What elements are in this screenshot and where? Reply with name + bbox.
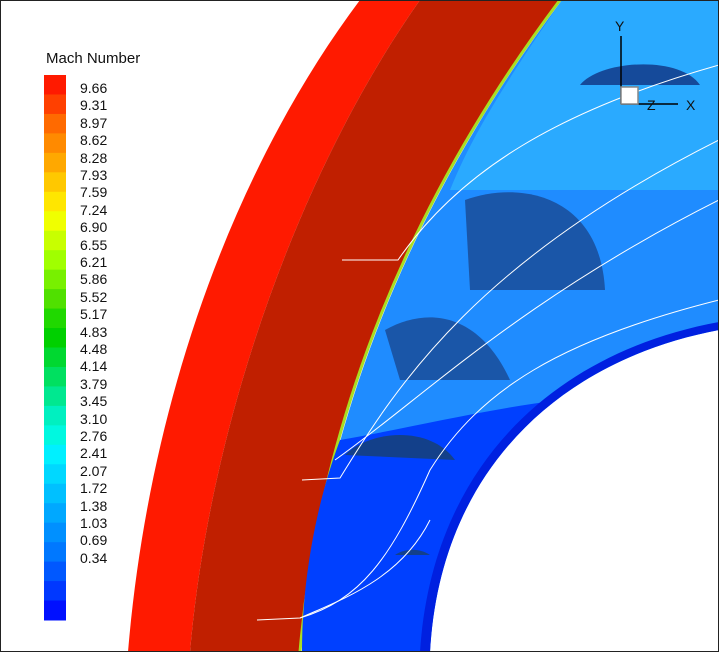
blob-5 — [395, 549, 430, 555]
legend-swatch — [44, 425, 66, 446]
legend-label: 1.72 — [80, 480, 108, 497]
legend-swatch — [44, 308, 66, 329]
legend-label: 1.38 — [80, 497, 108, 514]
legend-swatch — [44, 94, 66, 115]
legend-label: 5.17 — [80, 306, 108, 323]
legend-label: 2.07 — [80, 462, 108, 479]
legend-label: 4.14 — [80, 358, 108, 375]
legend-swatch — [44, 230, 66, 251]
legend-label: 1.03 — [80, 515, 108, 531]
legend-label: 8.28 — [80, 149, 108, 166]
legend-swatch — [44, 542, 66, 563]
legend-label: 3.45 — [80, 393, 108, 410]
legend-label: 7.93 — [80, 167, 108, 183]
legend-label: 7.24 — [80, 201, 108, 218]
legend-swatch — [44, 366, 66, 387]
legend-label: 3.10 — [80, 410, 108, 427]
legend-label: 8.62 — [80, 132, 108, 149]
legend-label: 2.41 — [80, 445, 108, 462]
body-region — [430, 330, 719, 652]
legend-swatch — [44, 269, 66, 290]
legend-label: 3.79 — [80, 375, 108, 392]
legend-colorbar — [44, 75, 66, 621]
freestream-band — [128, 0, 420, 652]
streamline — [256, 299, 719, 621]
legend-swatch — [44, 172, 66, 193]
legend-label: 6.55 — [80, 236, 108, 253]
axis-triad — [620, 36, 678, 105]
legend-label: 6.21 — [80, 254, 108, 270]
legend-swatch — [44, 328, 66, 348]
legend-label: 0.34 — [80, 549, 108, 566]
legend-label: 4.48 — [80, 341, 108, 357]
legend-swatch — [44, 503, 66, 524]
legend-swatch — [44, 347, 66, 368]
blob-3 — [385, 317, 510, 380]
legend-swatch — [44, 152, 66, 173]
legend-label: 6.90 — [80, 219, 108, 236]
legend-label: 9.66 — [80, 80, 108, 96]
legend-swatch — [44, 211, 66, 232]
boundary-layer — [420, 322, 719, 652]
legend-swatch — [44, 75, 66, 95]
legend-label: 7.59 — [80, 184, 108, 201]
legend-swatch — [44, 522, 66, 543]
legend-swatch — [44, 581, 66, 602]
legend-swatch — [44, 250, 66, 271]
legend-swatch — [44, 386, 66, 407]
streamline — [299, 519, 431, 619]
legend-swatch — [44, 600, 66, 621]
legend-swatch — [44, 483, 66, 504]
legend-label: 0.69 — [80, 532, 108, 549]
legend-swatch — [44, 191, 66, 212]
legend-swatch — [44, 464, 66, 485]
legend-label: 8.97 — [80, 114, 108, 131]
legend-label: 5.86 — [80, 271, 108, 288]
axis-z-label: Z — [647, 97, 656, 113]
blob-4 — [345, 435, 455, 460]
streamline — [301, 139, 719, 481]
axis-x-label: X — [686, 97, 696, 113]
legend-swatch — [44, 561, 66, 582]
legend-label: 5.52 — [80, 288, 108, 305]
streamline — [342, 64, 719, 261]
legend-swatch — [44, 405, 66, 426]
legend-swatch — [44, 133, 66, 154]
streamline — [334, 199, 719, 461]
legend-title: Mach Number — [46, 50, 141, 67]
legend-swatch — [44, 444, 66, 465]
legend-label: 2.76 — [80, 428, 108, 444]
legend-swatch — [44, 289, 66, 310]
upper-region — [450, 0, 719, 190]
legend-label: 9.31 — [80, 97, 108, 114]
legend-swatch — [44, 113, 66, 134]
legend-label: 4.83 — [80, 323, 108, 340]
blob-2 — [465, 192, 605, 290]
axis-y-label: Y — [615, 18, 625, 34]
